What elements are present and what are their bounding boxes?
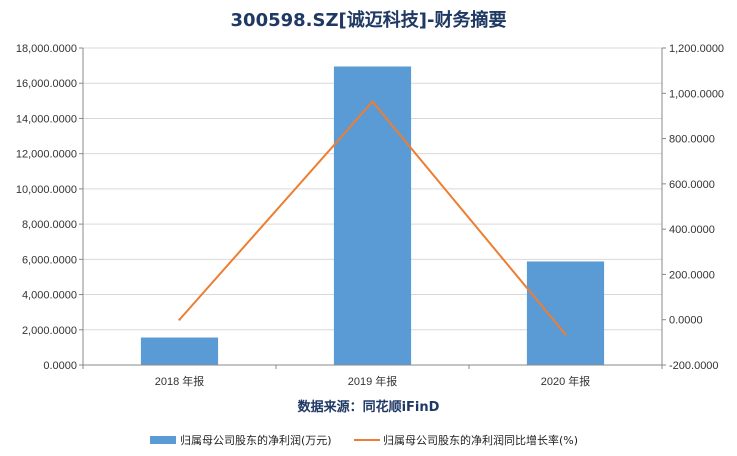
right-tick-label: 200.0000 (669, 269, 715, 281)
line-point (564, 333, 567, 336)
data-source-label: 数据来源：同花顺iFinD (297, 400, 440, 415)
line-point (178, 318, 181, 321)
left-tick-label: 8,000.0000 (22, 219, 77, 231)
legend-line-label: 归属母公司股东的净利润同比增长率(%) (383, 433, 578, 447)
right-tick-label: 800.0000 (669, 134, 715, 146)
axes: 0.0000 2,000.0000 4,000.0000 6,000.0000 8,00… (16, 43, 724, 388)
left-tick-label: 2,000.0000 (22, 325, 77, 337)
chart-title: 300598.SZ[诚迈科技]-财务摘要 (230, 10, 507, 31)
x-tick-label: 2019 年报 (348, 374, 398, 388)
left-tick-label: 16,000.0000 (16, 78, 77, 90)
x-tick-label: 2018 年报 (155, 374, 205, 388)
left-tick-label: 0.0000 (43, 360, 77, 372)
bar (526, 261, 605, 365)
bar (140, 337, 219, 365)
legend-bar-label: 归属母公司股东的净利润(万元) (180, 433, 332, 447)
left-tick-label: 10,000.0000 (16, 184, 77, 196)
x-tick-label: 2020 年报 (541, 374, 591, 388)
bar (333, 66, 412, 365)
bar-series (140, 66, 605, 365)
left-tick-label: 12,000.0000 (16, 149, 77, 161)
left-tick-label: 18,000.0000 (16, 43, 77, 55)
line-point (371, 100, 374, 103)
right-tick-label: 1,000.0000 (669, 88, 724, 100)
line-series (178, 100, 567, 336)
right-tick-label: -200.0000 (669, 360, 719, 372)
right-tick-label: 600.0000 (669, 179, 715, 191)
left-tick-label: 14,000.0000 (16, 113, 77, 125)
left-tick-label: 4,000.0000 (22, 290, 77, 302)
right-tick-label: 0.0000 (669, 315, 703, 327)
legend-bar-swatch (150, 436, 176, 444)
legend: 归属母公司股东的净利润(万元) 归属母公司股东的净利润同比增长率(%) (150, 433, 578, 447)
right-tick-label: 1,200.0000 (669, 43, 724, 55)
right-tick-label: 400.0000 (669, 224, 715, 236)
left-tick-label: 6,000.0000 (22, 254, 77, 266)
